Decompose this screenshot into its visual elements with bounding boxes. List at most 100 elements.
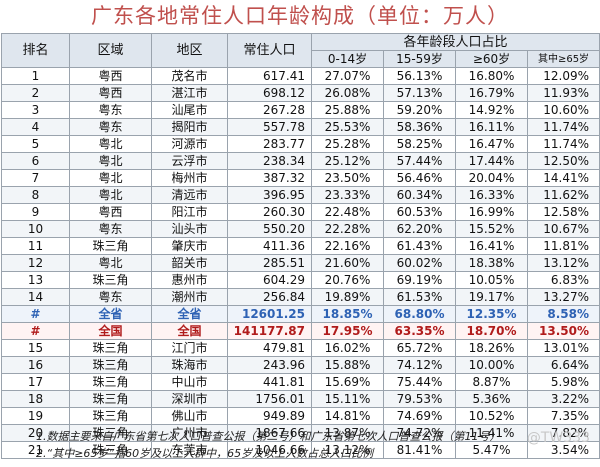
cell-rank: 11 [1,237,70,255]
cell-region: 珠三角 [69,356,152,374]
table-row: 8 粤北 清远市 396.95 23.33% 60.34% 16.33% 11.62% [1,186,600,204]
cell-rank: 9 [1,203,70,221]
cell-age-65: 8.58% [526,305,600,323]
cell-age-15-59: 61.53% [383,288,456,306]
table-row: # 全省 全省 12601.25 18.85% 68.80% 12.35% 8.58% [1,305,600,323]
cell-age-0-14: 23.33% [311,186,384,204]
cell-age-15-59: 56.46% [383,169,456,187]
header-age-group: 各年龄段人口占比 [310,33,600,51]
cell-age-0-14: 25.88% [311,101,384,119]
cell-age-65: 5.98% [526,373,600,391]
cell-population: 256.84 [227,288,312,306]
cell-rank: 15 [1,339,70,357]
cell-age-60: 16.33% [455,186,528,204]
cell-age-15-59: 61.43% [383,237,456,255]
cell-age-15-59: 56.13% [383,67,456,85]
cell-region: 全省 [69,305,152,323]
cell-region: 粤东 [69,288,152,306]
cell-population: 949.89 [227,407,312,425]
cell-age-65: 11.81% [526,237,600,255]
cell-age-60: 17.44% [455,152,528,170]
cell-age-60: 16.47% [455,135,528,153]
cell-region: 粤北 [69,169,152,187]
table-row: 16 珠三角 珠海市 243.96 15.88% 74.12% 10.00% 6.64% [1,356,600,374]
cell-age-60: 20.04% [455,169,528,187]
cell-age-60: 10.00% [455,356,528,374]
cell-region: 粤北 [69,254,152,272]
table-row: 7 粤北 梅州市 387.32 23.50% 56.46% 20.04% 14.41% [1,169,600,187]
cell-age-15-59: 57.13% [383,84,456,102]
cell-age-60: 16.41% [455,237,528,255]
cell-population: 285.51 [227,254,312,272]
cell-age-15-59: 74.12% [383,356,456,374]
table-row: 3 粤东 汕尾市 267.28 25.88% 59.20% 14.92% 10.60% [1,101,600,119]
cell-city: 江门市 [151,339,228,357]
cell-age-65: 13.50% [526,322,600,340]
cell-age-0-14: 13.12% [311,441,384,459]
table-row: 14 粤东 潮州市 256.84 19.89% 61.53% 19.17% 13.27% [1,288,600,306]
cell-age-65: 12.09% [526,67,600,85]
cell-age-0-14: 20.76% [311,271,384,289]
cell-age-65: 13.01% [526,339,600,357]
cell-age-0-14: 17.95% [311,322,384,340]
cell-city: 深圳市 [151,390,228,408]
table-row: 2 粤西 湛江市 698.12 26.08% 57.13% 16.79% 11.93% [1,84,600,102]
cell-city: 中山市 [151,373,228,391]
cell-age-15-59: 58.36% [383,118,456,136]
cell-age-60: 5.36% [455,390,528,408]
cell-region: 珠三角 [69,441,152,459]
cell-city: 东莞市 [151,441,228,459]
cell-age-60: 16.79% [455,84,528,102]
footnote-1: 1.数据主要来自广东省第七次人口普查公报（第二号）和广东省第七次人口普查公报（第… [36,430,501,443]
cell-age-65: 11.74% [526,135,600,153]
cell-age-60: 18.26% [455,339,528,357]
cell-age-60: 19.17% [455,288,528,306]
cell-age-65: 13.27% [526,288,600,306]
table-row: 10 粤东 汕头市 550.20 22.28% 62.20% 15.52% 10.67% [1,220,600,238]
cell-age-0-14: 26.08% [311,84,384,102]
cell-region: 粤西 [69,67,152,85]
cell-age-60: 10.52% [455,407,528,425]
cell-age-65: 7.35% [526,407,600,425]
cell-age-60: 15.52% [455,220,528,238]
table-body: 1 粤西 茂名市 617.41 27.07% 56.13% 16.80% 12.09% 2 粤西湛… [1,67,600,459]
cell-city: 佛山市 [151,407,228,425]
table-row: 20 珠三角 广州市 1867.66 13.87% 74.72% 11.41% 7.82% [1,424,600,442]
cell-age-0-14: 27.07% [311,67,384,85]
table-row: 13 珠三角 惠州市 604.29 20.76% 69.19% 10.05% 6.83% [1,271,600,289]
cell-age-0-14: 21.60% [311,254,384,272]
cell-rank: 10 [1,220,70,238]
cell-age-65: 14.41% [526,169,600,187]
cell-age-0-14: 22.16% [311,237,384,255]
table-header: 排名 区域 地区 常住人口 各年龄段人口占比 0-14岁 15-59岁 ≥60岁… [1,33,600,68]
cell-rank: 2 [1,84,70,102]
cell-age-65: 12.50% [526,152,600,170]
cell-population: 12601.25 [227,305,312,323]
header-age-15-59: 15-59岁 [383,50,456,68]
cell-city: 汕尾市 [151,101,228,119]
cell-rank: 19 [1,407,70,425]
cell-city: 惠州市 [151,271,228,289]
cell-rank: 16 [1,356,70,374]
header-age-0-14: 0-14岁 [311,50,384,68]
cell-rank: 6 [1,152,70,170]
cell-age-15-59: 75.44% [383,373,456,391]
cell-city: 全省 [151,305,228,323]
cell-city: 茂名市 [151,67,228,85]
table-row: 5 粤北 河源市 283.77 25.28% 58.25% 16.47% 11.74% [1,135,600,153]
header-city: 地区 [151,33,228,68]
cell-age-0-14: 19.89% [311,288,384,306]
cell-rank: 3 [1,101,70,119]
cell-population: 1756.01 [227,390,312,408]
header-rank: 排名 [1,33,70,68]
cell-age-65: 3.54% [526,441,600,459]
cell-age-15-59: 57.44% [383,152,456,170]
cell-region: 粤西 [69,203,152,221]
cell-region: 珠三角 [69,271,152,289]
cell-age-65: 11.62% [526,186,600,204]
cell-population: 557.78 [227,118,312,136]
cell-age-60: 10.05% [455,271,528,289]
cell-age-0-14: 15.11% [311,390,384,408]
cell-population: 283.77 [227,135,312,153]
